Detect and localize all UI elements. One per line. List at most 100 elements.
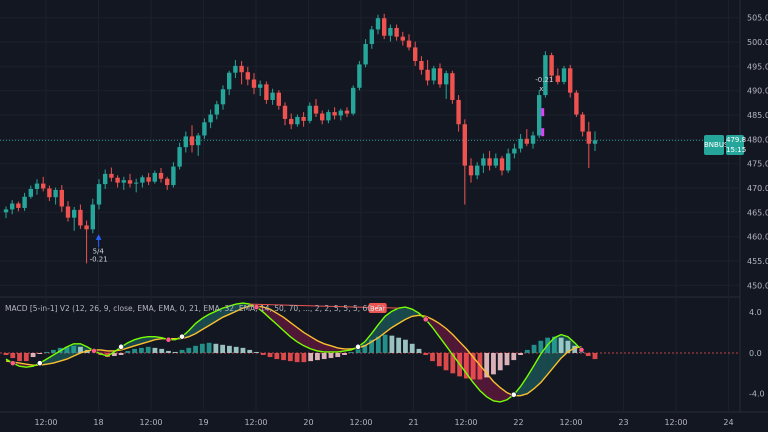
histogram-bar xyxy=(565,340,571,353)
candle-body xyxy=(16,203,21,208)
histogram-bar xyxy=(254,351,259,353)
histogram-bar xyxy=(206,342,212,353)
candle-body xyxy=(47,188,52,198)
bullish-cross-dot xyxy=(36,360,43,367)
candle-body xyxy=(96,184,102,205)
candle-body xyxy=(357,64,362,88)
time-tick-label: 12:00 xyxy=(34,418,57,427)
candle-body xyxy=(413,47,418,62)
candle-body xyxy=(580,114,585,132)
macd-line xyxy=(5,302,583,403)
macd-tick-label: 4.0 xyxy=(749,308,762,317)
candle-body xyxy=(586,131,591,144)
bearish-cross-dot xyxy=(91,348,97,354)
histogram-bar xyxy=(132,348,138,353)
annotation-label: -0.21 xyxy=(535,76,553,84)
bearish-cross-dot xyxy=(9,360,16,367)
candle-body xyxy=(214,104,219,115)
histogram-bar xyxy=(179,349,185,353)
symbol-label: BNBUSDT xyxy=(704,141,739,149)
candle-body xyxy=(53,189,58,198)
candle-body xyxy=(537,95,542,136)
histogram-bar xyxy=(524,349,530,353)
histogram-bar xyxy=(111,352,117,357)
histogram-bar xyxy=(518,352,523,355)
candle-body xyxy=(41,183,46,189)
histogram-bar xyxy=(152,347,158,353)
annotation-label: -0.21 xyxy=(90,255,108,263)
price-tick-label: 495.0 xyxy=(747,62,768,71)
histogram-bar xyxy=(335,352,341,358)
macd-tick-label: -4.0 xyxy=(749,390,765,399)
histogram-bar xyxy=(301,352,307,363)
candle-body xyxy=(202,122,207,136)
candle-body xyxy=(152,172,157,182)
macd-cloud-segment xyxy=(378,316,386,338)
candle-body xyxy=(493,158,498,166)
macd-cloud-segment xyxy=(46,355,54,365)
macd-cloud-segment xyxy=(520,376,528,396)
histogram-bar xyxy=(199,343,205,353)
histogram-bar xyxy=(44,351,50,353)
histogram-bar xyxy=(470,352,476,380)
histogram-bar xyxy=(125,350,131,353)
candle-body xyxy=(313,105,319,114)
histogram-bar xyxy=(17,352,22,362)
price-tick-label: 485.0 xyxy=(747,111,768,120)
macd-cloud-segment xyxy=(276,313,284,331)
candle-body xyxy=(394,27,399,37)
histogram-bar xyxy=(139,347,144,353)
last-price-label: 479.8 xyxy=(726,136,747,144)
histogram-bar xyxy=(375,336,381,353)
histogram-bar xyxy=(172,351,178,353)
candle-body xyxy=(481,158,486,166)
candle-body xyxy=(506,153,511,171)
histogram-bar xyxy=(64,346,70,353)
candle-body xyxy=(289,118,294,125)
bearish-cross-dot xyxy=(422,316,429,323)
macd-cloud-segment xyxy=(527,365,535,394)
histogram-bar xyxy=(3,352,9,355)
candle-body xyxy=(245,72,250,80)
candle-body xyxy=(59,189,64,207)
candle-body xyxy=(140,177,145,183)
histogram-bar xyxy=(504,352,510,366)
candle-body xyxy=(320,113,325,121)
candle-body xyxy=(121,180,126,183)
histogram-bar xyxy=(145,346,151,353)
macd-cloud-segment xyxy=(148,336,155,342)
histogram-bar xyxy=(321,352,327,360)
candle-body xyxy=(301,116,306,121)
signal-line xyxy=(5,305,582,397)
histogram-bar xyxy=(328,352,334,359)
last-price-badge: BNBUSDT xyxy=(704,135,739,155)
histogram-bar xyxy=(233,346,239,353)
candle-body xyxy=(444,73,449,85)
histogram-bar xyxy=(159,348,165,353)
bullish-cross-dot xyxy=(118,343,124,350)
candle-body xyxy=(233,65,238,73)
time-tick-label: 18 xyxy=(93,418,103,427)
histogram-bar xyxy=(491,352,496,375)
time-tick-label: 12:00 xyxy=(454,418,477,427)
time-tick-label: 23 xyxy=(618,418,628,427)
histogram-bar xyxy=(592,352,598,360)
candle-body xyxy=(109,173,114,178)
bullish-cross-dot xyxy=(179,333,185,340)
candle-body xyxy=(499,158,505,171)
candle-body xyxy=(512,148,517,154)
candle-body xyxy=(171,166,176,186)
bearish-cross-dot xyxy=(165,336,172,343)
price-tick-label: 500.0 xyxy=(747,38,768,47)
histogram-bar xyxy=(531,344,537,353)
candle-body xyxy=(78,209,83,226)
candle-body xyxy=(524,138,529,144)
histogram-bar xyxy=(551,336,557,353)
histogram-bar xyxy=(362,344,368,353)
candle-body xyxy=(165,178,170,186)
candle-body xyxy=(326,112,331,121)
candle-body xyxy=(3,209,9,213)
price-tick-label: 470.0 xyxy=(747,184,768,193)
bear-tag xyxy=(368,303,387,313)
